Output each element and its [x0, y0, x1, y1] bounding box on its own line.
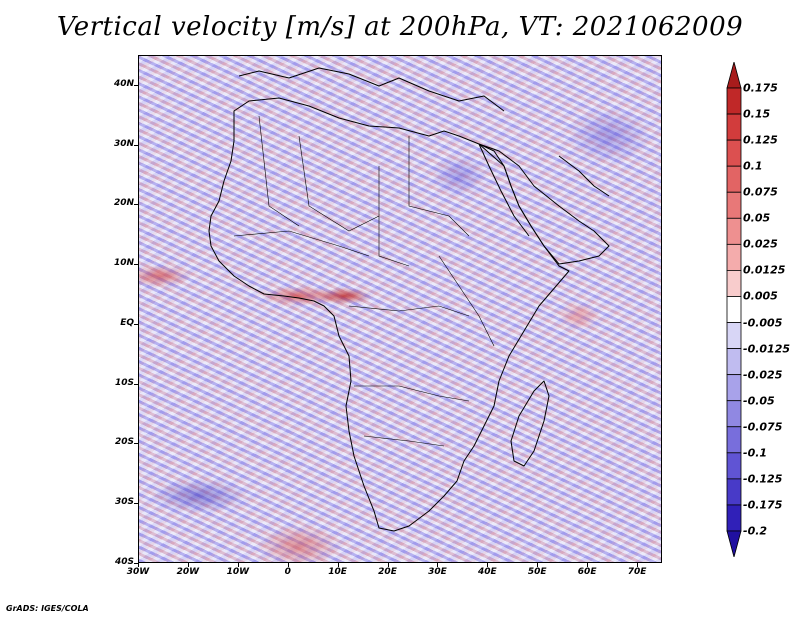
colorbar-label: 0.005: [743, 289, 778, 303]
country-border: [438, 255, 495, 347]
persian-gulf: [558, 155, 610, 197]
longitude-tick-label: 70E: [627, 567, 647, 577]
colorbar-segment: [726, 165, 742, 193]
longitude-tick-label: 50E: [527, 567, 547, 577]
colorbar-segment: [726, 113, 742, 141]
latitude-tick: [134, 443, 138, 445]
madagascar-coastline: [510, 380, 550, 467]
colorbar-segment: [726, 217, 742, 245]
country-border: [378, 166, 410, 267]
colorbar-label: -0.0125: [743, 342, 791, 356]
longitude-tick: [237, 563, 239, 567]
colorbar-segment: [726, 374, 742, 402]
latitude-tick: [134, 144, 138, 146]
colorbar-label: -0.025: [743, 368, 783, 382]
longitude-tick-label: 20W: [176, 567, 200, 577]
colorbar-label: -0.175: [743, 498, 783, 512]
colorbar-min-triangle: [726, 530, 742, 557]
colorbar-segment: [726, 139, 742, 167]
colorbar-segment: [726, 191, 742, 219]
colorbar-max-triangle: [726, 62, 742, 89]
longitude-tick: [537, 563, 539, 567]
chart-title: Vertical velocity [m/s] at 200hPa, VT: 2…: [56, 12, 744, 42]
longitude-tick: [587, 563, 589, 567]
latitude-tick-label: 10N: [113, 258, 134, 269]
colorbar-segment: [726, 400, 742, 428]
colorbar-label: 0.075: [743, 185, 778, 199]
colorbar-label: 0.15: [743, 107, 771, 121]
colorbar-label: -0.2: [743, 524, 768, 538]
longitude-tick: [637, 563, 639, 567]
country-border: [363, 435, 445, 447]
longitude-tick-label: 30W: [126, 567, 150, 577]
country-border: [258, 115, 300, 227]
longitude-tick-label: 60E: [577, 567, 597, 577]
longitude-tick-label: 10W: [226, 567, 250, 577]
country-border: [348, 305, 470, 317]
mediterranean-north-coast: [238, 67, 505, 112]
latitude-tick-label: 30N: [113, 138, 134, 149]
colorbar-segment: [726, 87, 742, 115]
longitude-tick: [487, 563, 489, 567]
africa-coastline: [208, 97, 570, 532]
colorbar-segment: [726, 504, 742, 532]
longitude-tick: [337, 563, 339, 567]
map-plot-area[interactable]: [138, 55, 662, 563]
latitude-tick-label: 40N: [113, 78, 134, 89]
longitude-tick-label: 0: [284, 567, 291, 577]
latitude-tick: [134, 323, 138, 325]
colorbar-segment: [726, 322, 742, 349]
longitude-tick-label: 40E: [477, 567, 497, 577]
colorbar-label: -0.125: [743, 472, 783, 486]
red-sea: [478, 143, 530, 237]
latitude-tick: [134, 84, 138, 86]
colorbar-label: 0.0125: [743, 263, 786, 277]
colorbar-label: -0.005: [743, 316, 783, 330]
coastline-overlay: [208, 67, 610, 532]
colorbar-segment: [726, 243, 742, 271]
longitude-tick-label: 30E: [428, 567, 447, 577]
colorbar: [726, 62, 742, 557]
colorbar-label: 0.025: [743, 237, 778, 251]
latitude-tick-label: 20S: [114, 437, 134, 448]
longitude-tick-label: 10E: [328, 567, 347, 577]
country-border: [298, 135, 380, 232]
longitude-tick-label: 20E: [378, 567, 397, 577]
credit-text: GrADS: IGES/COLA: [6, 604, 89, 613]
latitude-tick-label: EQ: [120, 317, 134, 328]
colorbar-segment: [726, 270, 742, 297]
colorbar-label: 0.05: [743, 211, 771, 225]
latitude-tick: [134, 503, 138, 505]
arabia-coastline: [478, 143, 610, 265]
longitude-tick: [287, 563, 289, 567]
longitude-tick: [437, 563, 439, 567]
colorbar-label: 0.125: [743, 133, 778, 147]
latitude-tick-label: 30S: [114, 497, 134, 508]
colorbar-segment: [726, 426, 742, 454]
latitude-tick-label: 20N: [113, 198, 134, 209]
latitude-tick-label: 10S: [114, 377, 134, 388]
colorbar-segment: [726, 452, 742, 480]
colorbar-segment: [726, 348, 742, 376]
latitude-tick: [134, 264, 138, 266]
longitude-tick: [387, 563, 389, 567]
country-border: [233, 230, 370, 257]
country-border: [408, 136, 470, 237]
colorbar-label: 0.1: [743, 159, 763, 173]
colorbar-label: -0.1: [743, 446, 768, 460]
country-border: [354, 385, 470, 402]
colorbar-label: -0.075: [743, 420, 783, 434]
longitude-tick: [187, 563, 189, 567]
latitude-tick-label: 40S: [114, 557, 134, 567]
latitude-tick: [134, 563, 138, 564]
colorbar-label: 0.175: [743, 81, 778, 95]
latitude-tick: [134, 204, 138, 206]
colorbar-segment: [726, 296, 742, 323]
colorbar-label: -0.05: [743, 394, 775, 408]
colorbar-segment: [726, 478, 742, 506]
latitude-tick: [134, 383, 138, 385]
longitude-tick: [138, 563, 139, 567]
